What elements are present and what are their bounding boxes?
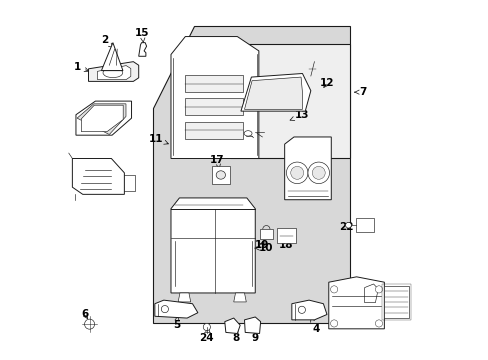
Polygon shape bbox=[284, 137, 330, 200]
Text: 24: 24 bbox=[199, 328, 214, 343]
Bar bbox=[230, 44, 349, 158]
Text: 16: 16 bbox=[305, 179, 319, 189]
Text: 13: 13 bbox=[289, 111, 308, 121]
Text: 11: 11 bbox=[148, 134, 168, 144]
Polygon shape bbox=[101, 42, 122, 71]
Polygon shape bbox=[244, 77, 302, 109]
Bar bbox=[185, 98, 242, 116]
Text: 1: 1 bbox=[74, 62, 88, 72]
Polygon shape bbox=[88, 62, 139, 81]
Bar bbox=[383, 286, 408, 318]
Text: 3: 3 bbox=[72, 179, 83, 189]
Polygon shape bbox=[171, 37, 258, 158]
Text: 12: 12 bbox=[319, 78, 333, 88]
Circle shape bbox=[330, 286, 337, 293]
Text: 14: 14 bbox=[83, 118, 101, 128]
Text: 17: 17 bbox=[210, 155, 224, 168]
Bar bbox=[185, 75, 242, 92]
Polygon shape bbox=[233, 293, 246, 302]
Polygon shape bbox=[171, 198, 255, 293]
Polygon shape bbox=[244, 317, 260, 333]
Polygon shape bbox=[364, 284, 378, 303]
Polygon shape bbox=[224, 318, 240, 333]
Polygon shape bbox=[178, 293, 190, 302]
Circle shape bbox=[203, 323, 210, 330]
Circle shape bbox=[290, 166, 303, 179]
Circle shape bbox=[330, 320, 337, 327]
Bar bbox=[211, 166, 230, 184]
Text: 6: 6 bbox=[81, 310, 88, 319]
Text: 18: 18 bbox=[278, 239, 292, 249]
Ellipse shape bbox=[103, 68, 122, 78]
Polygon shape bbox=[97, 66, 131, 80]
Polygon shape bbox=[328, 277, 384, 329]
Bar bbox=[355, 219, 373, 232]
Text: 7: 7 bbox=[354, 87, 366, 97]
Text: 8: 8 bbox=[231, 328, 239, 343]
Polygon shape bbox=[155, 300, 198, 318]
Text: 22: 22 bbox=[339, 222, 353, 231]
Ellipse shape bbox=[216, 171, 225, 179]
Polygon shape bbox=[291, 300, 326, 320]
Text: 2: 2 bbox=[101, 35, 113, 48]
Polygon shape bbox=[76, 101, 131, 135]
Polygon shape bbox=[139, 42, 146, 56]
Text: 15: 15 bbox=[135, 28, 149, 42]
Polygon shape bbox=[77, 104, 126, 135]
Text: 23: 23 bbox=[341, 312, 355, 325]
Bar bbox=[259, 229, 273, 239]
Circle shape bbox=[375, 286, 382, 293]
Bar bbox=[276, 228, 296, 243]
Polygon shape bbox=[81, 105, 123, 132]
Circle shape bbox=[84, 319, 94, 329]
Text: 21: 21 bbox=[387, 293, 402, 303]
Polygon shape bbox=[241, 73, 310, 111]
Text: 19: 19 bbox=[255, 239, 269, 249]
Circle shape bbox=[345, 222, 351, 228]
Circle shape bbox=[375, 320, 382, 327]
Bar bbox=[381, 284, 410, 320]
Circle shape bbox=[298, 306, 305, 314]
Circle shape bbox=[161, 306, 168, 313]
Text: 5: 5 bbox=[172, 316, 180, 330]
Text: 10: 10 bbox=[254, 243, 273, 253]
Polygon shape bbox=[153, 26, 349, 323]
Bar bbox=[185, 122, 242, 139]
Text: 9: 9 bbox=[251, 328, 258, 343]
Circle shape bbox=[307, 162, 329, 184]
Circle shape bbox=[312, 166, 325, 179]
Circle shape bbox=[286, 162, 307, 184]
Polygon shape bbox=[72, 158, 124, 194]
Ellipse shape bbox=[244, 131, 251, 136]
Text: 20: 20 bbox=[362, 281, 377, 291]
Text: 4: 4 bbox=[310, 318, 319, 334]
